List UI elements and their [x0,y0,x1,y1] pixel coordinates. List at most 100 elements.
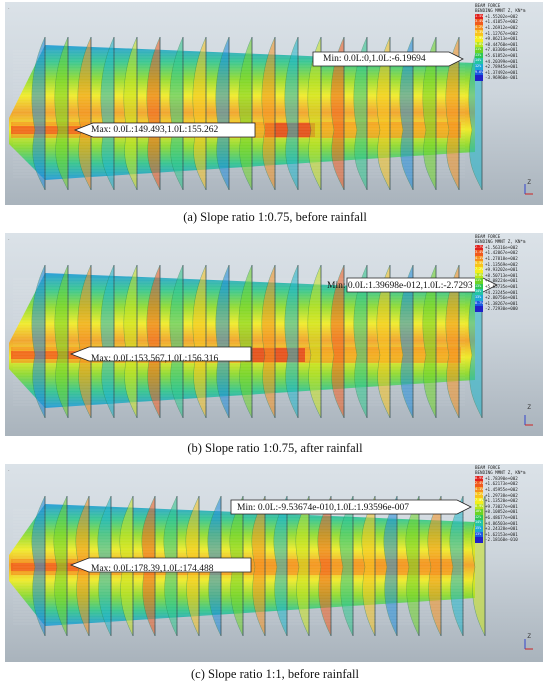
legend-swatch: 9.8% [475,41,484,48]
pile-contour [284,264,299,419]
legend-value: +1.78390e+002 [485,475,518,481]
legend-swatch: 13% [475,531,483,538]
legend-entry: 5.5% +1.13569e+002 [475,261,537,267]
legend-entry: 0.9% +1.78390e+002 [475,475,537,482]
legend-rows: 1.5% +1.55202e+002 3.4% +1.41057e+002 4.2% +1… [475,13,537,81]
legend-entry: -2.72930e+000 [475,306,537,312]
legend-value: +9.86213e+001 [485,36,518,42]
beam-force-contour-c [9,495,533,650]
pile-contour [54,264,69,419]
legend-value: +1.38267e+001 [485,300,518,306]
legend-entry: 11% +7.03306e+001 [475,47,537,53]
legend-value: -2.72930e+000 [485,306,518,312]
pile-contour [361,495,376,637]
legend-value: +7.03306e+001 [485,47,518,53]
legend-swatch [475,75,483,81]
legend-value: +1.29738e+002 [485,492,518,498]
legend-entry: 13% +5.65735e+001 [475,283,537,290]
legend-value: +2.78945e+001 [485,64,518,70]
legend-value: +4.86503e+001 [485,520,518,526]
axis-z-label: Z [527,634,531,640]
legend-entry: 8.7% +1.38267e+001 [475,300,537,307]
max-callout-arrow [73,122,256,138]
legend-swatch: 11% [475,278,483,284]
legend-entry: 13% +1.62153e+001 [475,531,537,538]
legend-rows: 0.9% +1.78390e+002 2.4% +1.62173e+002 4.1% +1… [475,475,537,543]
max-callout-arrow [69,557,252,573]
legend-value: +1.42067e+002 [485,250,518,256]
contour-legend: BEAM FORCE BENDING MMNT Z, KN*m 1.5% +1.5… [475,3,537,81]
beam-force-contour-b [9,264,533,426]
legend-value: +9.73027e+001 [485,503,518,509]
pile-contour [427,495,442,637]
pile-contour [330,264,345,419]
legend-entry: 13% +2.80756e+001 [475,294,537,301]
legend-value: +9.93202e+001 [485,267,518,273]
legend-swatch [475,306,483,312]
caption-b: (b) Slope ratio 1:0.75, after rainfall [187,441,363,455]
max-callout-arrow [69,346,252,362]
legend-swatch: 14% [475,58,483,64]
min-callout-text: Min: 0.0L:1.39698e-012,1.0L:-2.7293 [327,281,473,291]
pile-contour [261,264,276,419]
legend-value: +8.44760e+001 [485,41,518,47]
caption-a: (a) Slope ratio 1:0.75, before rainfall [183,210,367,224]
legend-swatch: 4.1% [475,486,484,493]
pile-contour [53,495,68,637]
legend-subtitle: BENDING MMNT Z, KN*m [475,469,526,475]
legend-swatch [475,537,483,543]
legend-value: +1.41057e+002 [485,19,518,25]
legend-swatch: 8.7% [475,300,484,307]
legend-entry: 14% +4.23245e+001 [475,289,537,295]
legend-entry: 9.6% +8.50713e+001 [475,272,537,279]
legend-entry: 4.2% +1.26912e+002 [475,24,537,31]
legend-entry: 12% +6.48677e+001 [475,514,537,521]
legend-entry: 15% +3.24328e+001 [475,525,537,532]
pile-contour [31,495,46,637]
legend-swatch: 4.2% [475,24,484,31]
legend-swatch: 12% [475,63,483,70]
legend-swatch: 0.9% [475,475,484,482]
pile-contour [251,495,266,637]
corner-mark: · [8,6,10,12]
legend-swatch: 7.0% [475,497,484,504]
legend-rows: 2.7% +1.56316e+002 3.4% +1.42067e+002 4.1% +1… [475,244,537,312]
legend-entry: 8.9% +9.73027e+001 [475,503,537,510]
legend-subtitle: BENDING MMNT Z, KN*m [475,7,526,13]
max-region [11,563,131,571]
legend-swatch: 8.9% [475,503,484,510]
legend-value: +4.23245e+001 [485,289,518,295]
legend-entry: -3.96960e-001 [475,75,537,81]
legend-entry: 4.1% +1.45955e+002 [475,486,537,493]
legend-swatch: 10% [475,509,483,515]
legend-swatch: 4.1% [475,255,484,262]
legend-entry: 10% +8.10852e+001 [475,509,537,515]
legend-entry: 3.4% +1.41057e+002 [475,19,537,25]
legend-swatch: 3.4% [475,19,484,25]
legend-subtitle: BENDING MMNT Z, KN*m [475,238,526,244]
legend-swatch: 2.4% [475,481,484,487]
legend-swatch: 13% [475,52,483,59]
legend-value: +1.45955e+002 [485,487,518,493]
legend-entry: 7.0% +1.13520e+002 [475,497,537,504]
contour-panel-a: · Max: 0.0L:149.493,1.0L:155.262 Min: 0.… [5,2,543,205]
max-region [11,126,131,134]
contour-legend: BEAM FORCE BENDING MMNT Z, KN*m 0.9% +1.7… [475,465,537,543]
legend-entry: 9.6% +1.37492e+001 [475,69,537,76]
legend-value: +5.65735e+001 [485,284,518,290]
contour-panel-c: · Max: 0.0L:178.39,1.0L:174.488 Min: 0.0… [5,464,543,662]
pile-contour [339,495,354,637]
min-callout-text: Min: 0.0L:0,1.0L:-6.19694 [323,54,426,64]
legend-swatch: 5.3% [475,30,484,36]
legend-swatch: 9.6% [475,69,484,76]
pile-contour [307,264,322,419]
pile-contour [273,495,288,637]
legend-value: +1.26912e+002 [485,25,518,31]
legend-swatch: 13% [475,283,483,290]
min-callout-arrow [312,51,464,67]
legend-value: +1.62173e+002 [485,481,518,487]
pile-contour [31,36,46,191]
corner-mark: · [8,237,10,243]
legend-value: +7.08224e+001 [485,278,518,284]
pile-contour [54,36,69,191]
